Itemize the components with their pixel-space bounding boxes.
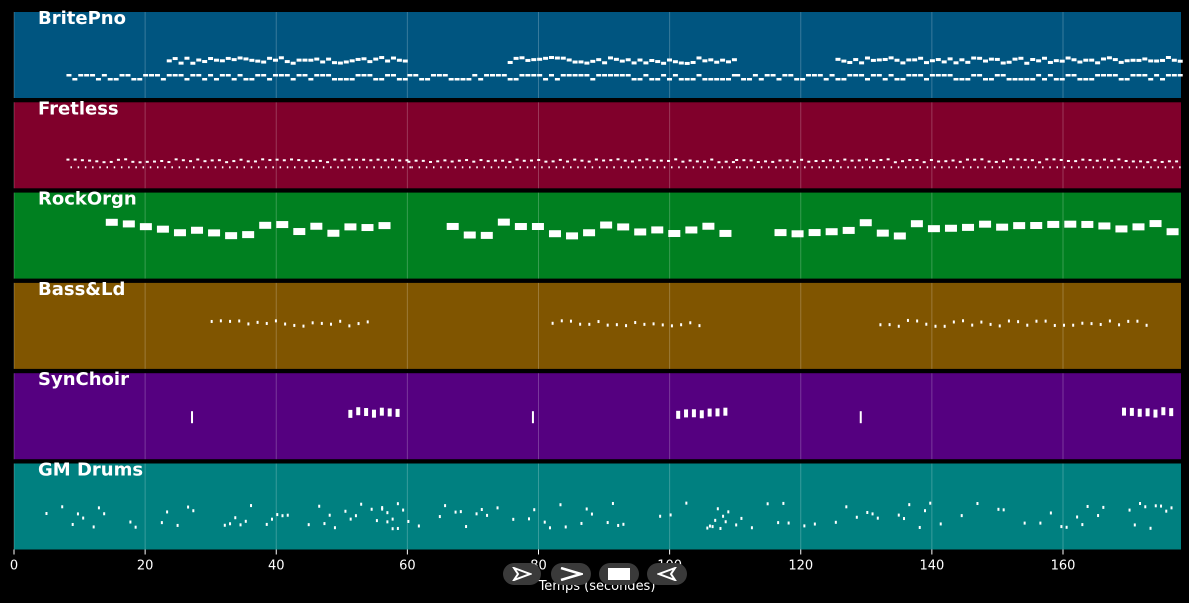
note-texture	[66, 56, 1183, 81]
rewind-icon	[512, 567, 532, 581]
lane-background	[14, 12, 1181, 98]
x-axis: 020406080100120140160	[10, 549, 1076, 574]
note-texture	[105, 218, 1179, 240]
x-tick-label: 140	[919, 559, 944, 574]
x-tick-label: 60	[399, 559, 416, 574]
x-tick-label: 0	[10, 559, 18, 574]
x-tick-label: 120	[788, 559, 813, 574]
track-bass-ld: Bass&Ld	[13, 279, 1181, 369]
lane-background	[14, 192, 1181, 279]
rewind-button[interactable]	[503, 563, 541, 585]
lane-background	[14, 282, 1181, 369]
play-icon	[560, 567, 583, 581]
note-texture	[66, 158, 1181, 169]
x-tick-label: 20	[137, 559, 154, 574]
x-tick-label: 40	[268, 559, 285, 574]
lane-background	[14, 373, 1181, 460]
track-gm-drums: GM Drums	[13, 460, 1181, 550]
lane-background	[14, 102, 1181, 189]
track-label: BritePno	[38, 8, 126, 29]
track-synchoir: SynChoir	[13, 369, 1181, 460]
back-icon	[657, 567, 677, 581]
track-britepno: BritePno	[13, 8, 1183, 98]
track-label: Fretless	[38, 98, 119, 119]
track-label: Bass&Ld	[38, 279, 125, 300]
track-label: SynChoir	[38, 369, 129, 390]
track-label: RockOrgn	[38, 189, 137, 210]
track-fretless: Fretless	[13, 98, 1181, 189]
stop-icon	[608, 568, 630, 580]
lane-background	[14, 463, 1181, 550]
track-label: GM Drums	[38, 460, 143, 481]
track-lanes: BritePno Fretless RockOrgn Bass&Ld SynChoir G…	[13, 8, 1183, 550]
stop-button[interactable]	[599, 563, 639, 585]
note-texture	[191, 407, 1174, 424]
note-texture	[45, 501, 1173, 531]
back-button[interactable]	[647, 563, 687, 585]
note-texture	[210, 318, 1148, 328]
play-button[interactable]	[551, 563, 591, 585]
track-rockorgn: RockOrgn	[13, 189, 1181, 279]
x-tick-label: 160	[1051, 559, 1076, 574]
